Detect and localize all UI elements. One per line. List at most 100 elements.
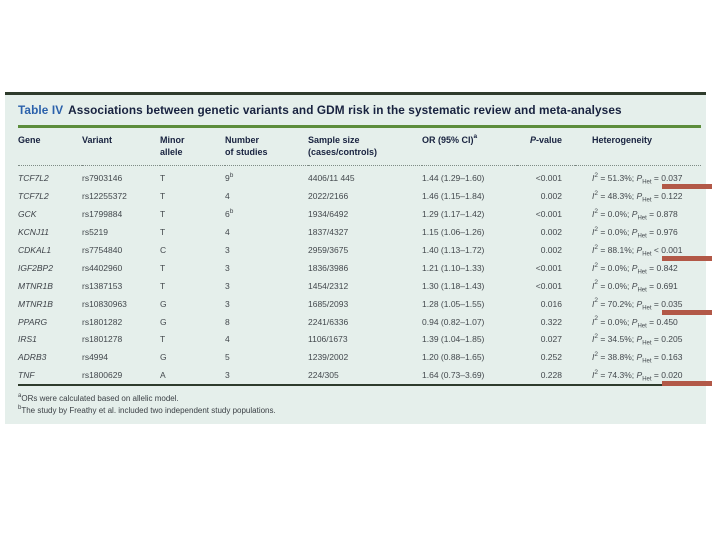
annotation-underline [662,309,712,315]
cell-p-value: 0.002 [540,191,562,202]
cell-heterogeneity: I2 = 0.0%; PHet = 0.450 [592,315,678,330]
cell-heterogeneity: I2 = 74.3%; PHet = 0.020 [575,366,712,387]
cell-or-ci: 1.30 (1.18–1.43) [422,280,485,291]
cell-or-ci: 1.21 (1.10–1.33) [422,262,485,273]
cell-minor-allele: T [160,191,166,202]
table-row: IGF2BP2 rs4402960 T 3 1836/3986 1.21 (1.… [18,259,701,277]
cell-sample-size: 2241/6336 [308,316,349,327]
cell-variant: rs7754840 [82,245,123,255]
table-row: GCK rs1799884 T 6b 1934/6492 1.29 (1.17–… [18,205,701,223]
cell-number-of-studies: 3 [225,245,230,255]
cell-gene: IRS1 [18,334,37,345]
cell-heterogeneity: I2 = 51.3%; PHet = 0.037 [575,165,712,190]
cell-number-of-studies: 6b [225,207,234,220]
cell-or-ci: 1.28 (1.05–1.55) [422,298,485,309]
cell-minor-allele: T [160,173,166,184]
table-label: Table IV [18,103,64,117]
cell-p-value: <0.001 [535,209,562,220]
cell-minor-allele: G [160,316,167,327]
cell-sample-size: 1934/6492 [308,209,349,220]
cell-or-ci: 1.40 (1.13–1.72) [422,245,485,255]
cell-heterogeneity: I2 = 0.0%; PHet = 0.842 [592,261,678,276]
cell-variant: rs1801282 [82,316,123,327]
table-heading: Associations between genetic variants an… [68,103,622,117]
cell-or-ci: 1.46 (1.15–1.84) [422,191,485,202]
cell-p-value: 0.228 [540,370,562,381]
cell-number-of-studies: 3 [225,262,230,273]
cell-gene: IGF2BP2 [18,262,53,273]
table-header: Gene Variant Minor allele Number of studies Sa… [18,127,701,166]
cell-minor-allele: T [160,334,166,345]
column-header: Number of studies [225,127,308,166]
cell-heterogeneity: I2 = 70.2%; PHet = 0.035 [575,295,712,315]
table-caption: Table IV Associations between genetic var… [18,103,701,117]
cell-sample-size: 1837/4327 [308,227,349,238]
table-header-row: Gene Variant Minor allele Number of studies Sa… [18,127,701,166]
cell-number-of-studies: 4 [225,191,230,202]
cell-variant: rs4402960 [82,262,123,273]
table-row: IRS1 rs1801278 T 4 1106/1673 1.39 (1.04–… [18,331,701,349]
cell-minor-allele: G [160,352,167,363]
table-row: TCF7L2 rs7903146 T 9b 4406/11 445 1.44 (… [18,165,712,190]
cell-heterogeneity: I2 = 34.5%; PHet = 0.205 [592,333,683,348]
cell-gene: TNF [18,370,35,381]
cell-minor-allele: T [160,262,166,273]
cell-sample-size: 1685/2093 [308,298,349,309]
cell-or-ci: 1.64 (0.73–3.69) [422,370,485,381]
table-row: TCF7L2 rs12255372 T 4 2022/2166 1.46 (1.… [18,187,701,205]
cell-gene: TCF7L2 [18,191,49,202]
cell-sample-size: 224/305 [308,370,339,381]
cell-variant: rs1801278 [82,334,123,345]
cell-variant: rs5219 [82,227,108,238]
cell-minor-allele: C [160,245,167,255]
table-body: TCF7L2 rs7903146 T 9b 4406/11 445 1.44 (… [18,165,712,387]
cell-sample-size: 1454/2312 [308,280,349,291]
cell-minor-allele: T [160,280,166,291]
cell-or-ci: 1.39 (1.04–1.85) [422,334,485,345]
cell-heterogeneity: I2 = 38.8%; PHet = 0.163 [592,351,683,366]
cell-minor-allele: T [160,227,166,238]
cell-gene: ADRB3 [18,352,47,363]
cell-heterogeneity: I2 = 0.0%; PHet = 0.691 [592,279,678,294]
cell-gene: MTNR1B [18,298,53,309]
cell-variant: rs1799884 [82,209,123,220]
cell-number-of-studies: 8 [225,316,230,327]
table-row: PPARG rs1801282 G 8 2241/6336 0.94 (0.82… [18,313,701,331]
column-header: Heterogeneity [575,127,701,166]
column-header: Variant [82,127,160,166]
cell-or-ci: 0.94 (0.82–1.07) [422,316,485,327]
cell-or-ci: 1.20 (0.88–1.65) [422,352,485,363]
cell-sample-size: 2022/2166 [308,191,349,202]
cell-sample-size: 1106/1673 [308,334,348,345]
annotation-underline [662,255,712,261]
column-header: P-value [517,127,575,166]
cell-sample-size: 2959/3675 [308,245,349,255]
cell-variant: rs7903146 [82,173,123,184]
cell-number-of-studies: 4 [225,334,230,345]
cell-variant: rs12255372 [82,191,127,202]
cell-number-of-studies: 3 [225,280,230,291]
cell-gene: TCF7L2 [18,173,49,184]
cell-p-value: 0.027 [540,334,562,345]
cell-p-value: 0.002 [540,227,562,238]
cell-number-of-studies: 5 [225,352,230,363]
cell-gene: PPARG [18,316,48,327]
cell-p-value: <0.001 [535,262,562,273]
cell-p-value: 0.252 [540,352,562,363]
column-header: Minor allele [160,127,225,166]
cell-p-value: 0.016 [540,298,562,309]
annotation-underline [662,381,712,387]
table-row: ADRB3 rs4994 G 5 1239/2002 1.20 (0.88–1.… [18,348,701,366]
cell-or-ci: 1.15 (1.06–1.26) [422,227,485,238]
cell-number-of-studies: 3 [225,370,230,381]
table-row: MTNR1B rs10830963 G 3 1685/2093 1.28 (1.… [18,295,712,315]
cell-heterogeneity: I2 = 0.0%; PHet = 0.976 [592,225,678,240]
cell-sample-size: 4406/11 445 [308,173,355,184]
table-row: CDKAL1 rs7754840 C 3 2959/3675 1.40 (1.1… [18,241,712,261]
cell-heterogeneity: I2 = 48.3%; PHet = 0.122 [592,190,683,205]
cell-minor-allele: T [160,209,166,220]
column-header: Gene [18,127,82,166]
footnote: bThe study by Freathy et al. included tw… [18,404,276,415]
table-row: MTNR1B rs1387153 T 3 1454/2312 1.30 (1.1… [18,277,701,295]
